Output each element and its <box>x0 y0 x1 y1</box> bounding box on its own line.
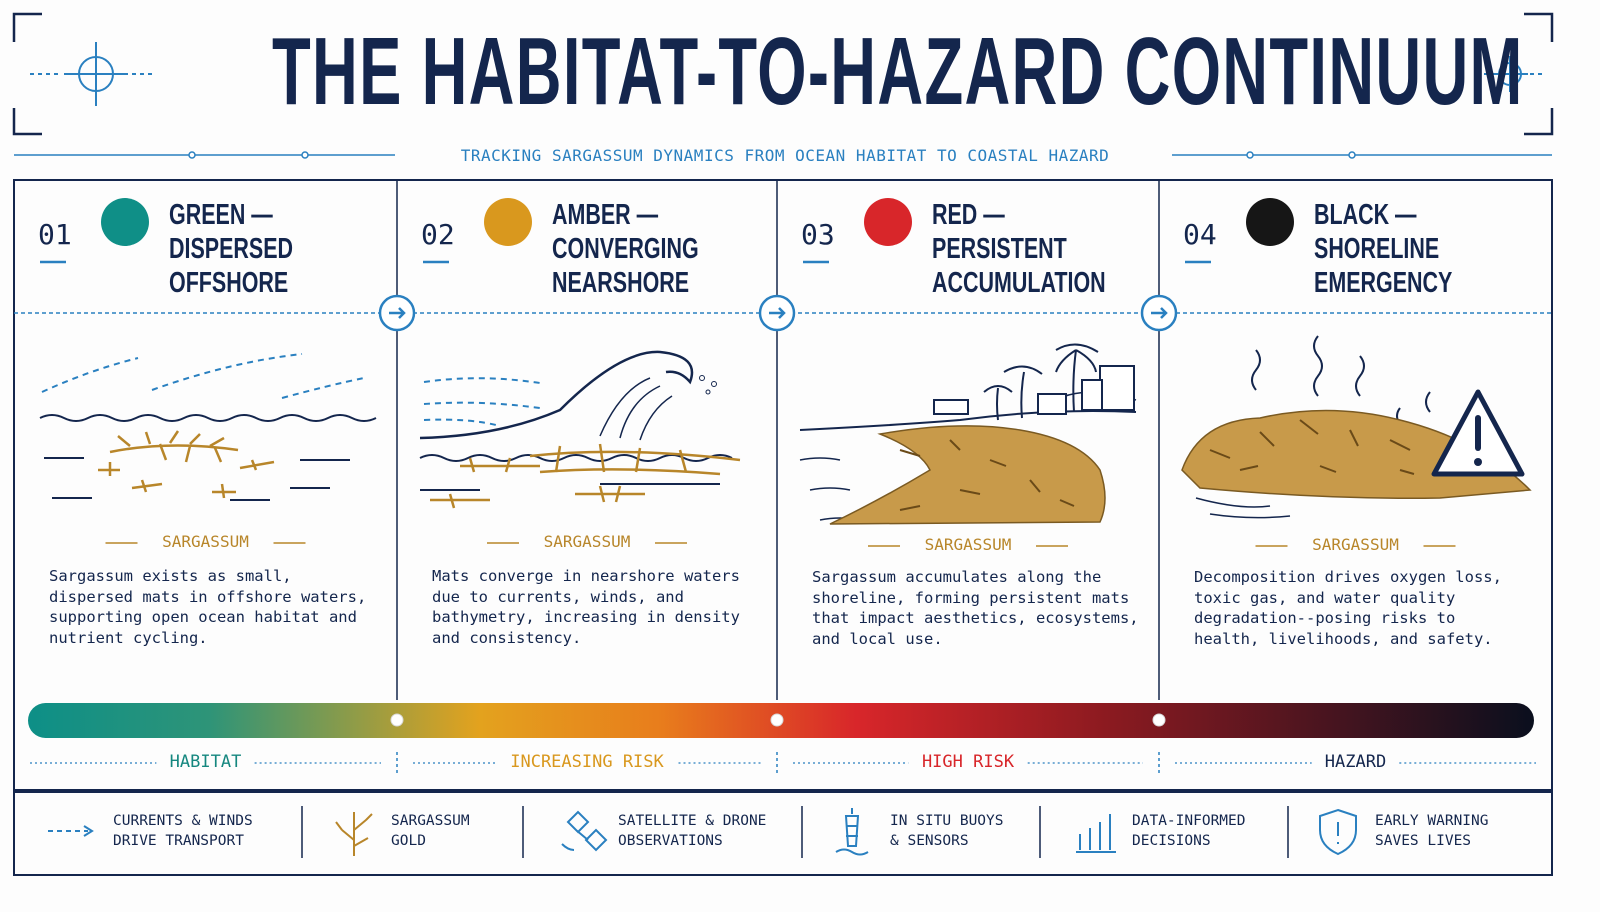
legend-text: CURRENTS & WINDS <box>113 813 253 829</box>
stage-description: Mats converge in nearshore waters due to… <box>432 567 740 647</box>
risk-label: HABITAT <box>169 752 242 772</box>
subtitle-rule <box>14 151 1552 159</box>
stage-color-dot <box>484 198 532 246</box>
stage-number: 01 <box>38 218 72 251</box>
stage-title: NEARSHORE <box>552 267 690 299</box>
arrow-nodes <box>378 294 1178 332</box>
illustration-offshore <box>39 353 377 501</box>
stage-title: RED — <box>932 199 1005 231</box>
legend-text: IN SITU BUOYS <box>890 813 1004 829</box>
stage-description: Sargassum exists as small, dispersed mat… <box>49 567 367 647</box>
stage-title: DISPERSED <box>169 233 294 265</box>
stage-title: ACCUMULATION <box>932 267 1106 299</box>
stage-title: CONVERGING <box>552 233 699 265</box>
illustration-nearshore <box>419 350 741 509</box>
stage-color-dot <box>864 198 912 246</box>
stage-title: GREEN — <box>169 199 273 231</box>
legend-text: DATA-INFORMED <box>1132 813 1246 829</box>
stage-color-dot <box>1246 198 1294 246</box>
stage-number: 03 <box>801 218 835 251</box>
corner-brackets <box>12 12 1554 136</box>
stage-title: PERSISTENT <box>932 233 1067 265</box>
stage-number: 02 <box>421 218 455 251</box>
stage-label: SARGASSUM <box>162 532 249 551</box>
legend-text: OBSERVATIONS <box>618 833 723 849</box>
column-dividers <box>396 180 1160 700</box>
legend-text: DECISIONS <box>1132 833 1211 849</box>
legend-dividers <box>301 806 1289 858</box>
legend-icons <box>48 808 1357 856</box>
stage-title: SHORELINE <box>1314 233 1440 265</box>
legend-text: SATELLITE & DRONE <box>618 813 767 829</box>
stage-label: SARGASSUM <box>924 535 1012 554</box>
legend-text: SAVES LIVES <box>1375 833 1472 849</box>
illustration-shoreline <box>799 343 1137 525</box>
risk-label: INCREASING RISK <box>510 752 664 772</box>
risk-label: HAZARD <box>1324 752 1387 772</box>
panel-frame <box>13 179 1553 791</box>
crosshairs <box>30 42 1546 106</box>
legend-text: & SENSORS <box>890 833 969 849</box>
stage-description: Decomposition drives oxygen loss, toxic … <box>1194 568 1502 648</box>
risk-label: HIGH RISK <box>921 752 1015 772</box>
legend-text: DRIVE TRANSPORT <box>113 833 244 849</box>
stage-title: AMBER — <box>552 199 659 231</box>
gradient-ticks <box>396 752 1160 774</box>
illustration-emergency <box>1181 335 1532 519</box>
stage-label: SARGASSUM <box>543 532 631 551</box>
legend-text: EARLY WARNING <box>1375 813 1489 829</box>
stage-color-dot <box>101 198 149 246</box>
title: THE HABITAT-TO-HAZARD CONTINUUM <box>272 18 1524 125</box>
subtitle: TRACKING SARGASSUM DYNAMICS FROM OCEAN H… <box>460 146 1110 165</box>
legend-text: SARGASSUM <box>391 813 470 829</box>
stage-title: EMERGENCY <box>1314 267 1453 299</box>
stage-description: Sargassum accumulates along the shorelin… <box>812 568 1139 648</box>
stage-number: 04 <box>1183 218 1217 251</box>
legend-frame <box>13 791 1553 876</box>
stage-title: BLACK — <box>1314 199 1417 231</box>
legend-text: GOLD <box>391 833 426 849</box>
stage-label: SARGASSUM <box>1312 535 1399 554</box>
gradient-nodes <box>390 713 1166 727</box>
stage-title: OFFSHORE <box>169 267 289 299</box>
